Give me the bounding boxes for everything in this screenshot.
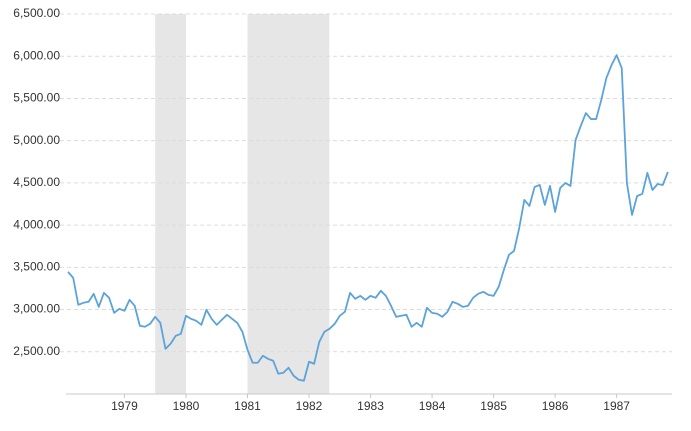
y-tick-label: 3,000.00 <box>13 302 60 316</box>
y-tick-label: 6,500.00 <box>13 6 60 20</box>
y-tick-label: 3,500.00 <box>13 260 60 274</box>
y-tick-label: 4,000.00 <box>13 217 60 231</box>
x-tick-label: 1984 <box>419 399 446 413</box>
x-tick-label: 1987 <box>603 399 630 413</box>
y-tick-label: 5,000.00 <box>13 133 60 147</box>
x-tick-label: 1983 <box>357 399 384 413</box>
shaded-period <box>247 14 330 394</box>
x-tick-label: 1980 <box>173 399 200 413</box>
x-tick-label: 1979 <box>111 399 138 413</box>
data-line <box>67 54 669 382</box>
x-tick-label: 1982 <box>296 399 323 413</box>
x-tick-label: 1986 <box>542 399 569 413</box>
y-tick-label: 5,500.00 <box>13 91 60 105</box>
x-tick-label: 1985 <box>480 399 507 413</box>
x-tick-label: 1981 <box>234 399 261 413</box>
y-tick-label: 4,500.00 <box>13 175 60 189</box>
shaded-period <box>155 14 186 394</box>
y-tick-label: 6,000.00 <box>13 48 60 62</box>
y-tick-label: 2,500.00 <box>13 344 60 358</box>
